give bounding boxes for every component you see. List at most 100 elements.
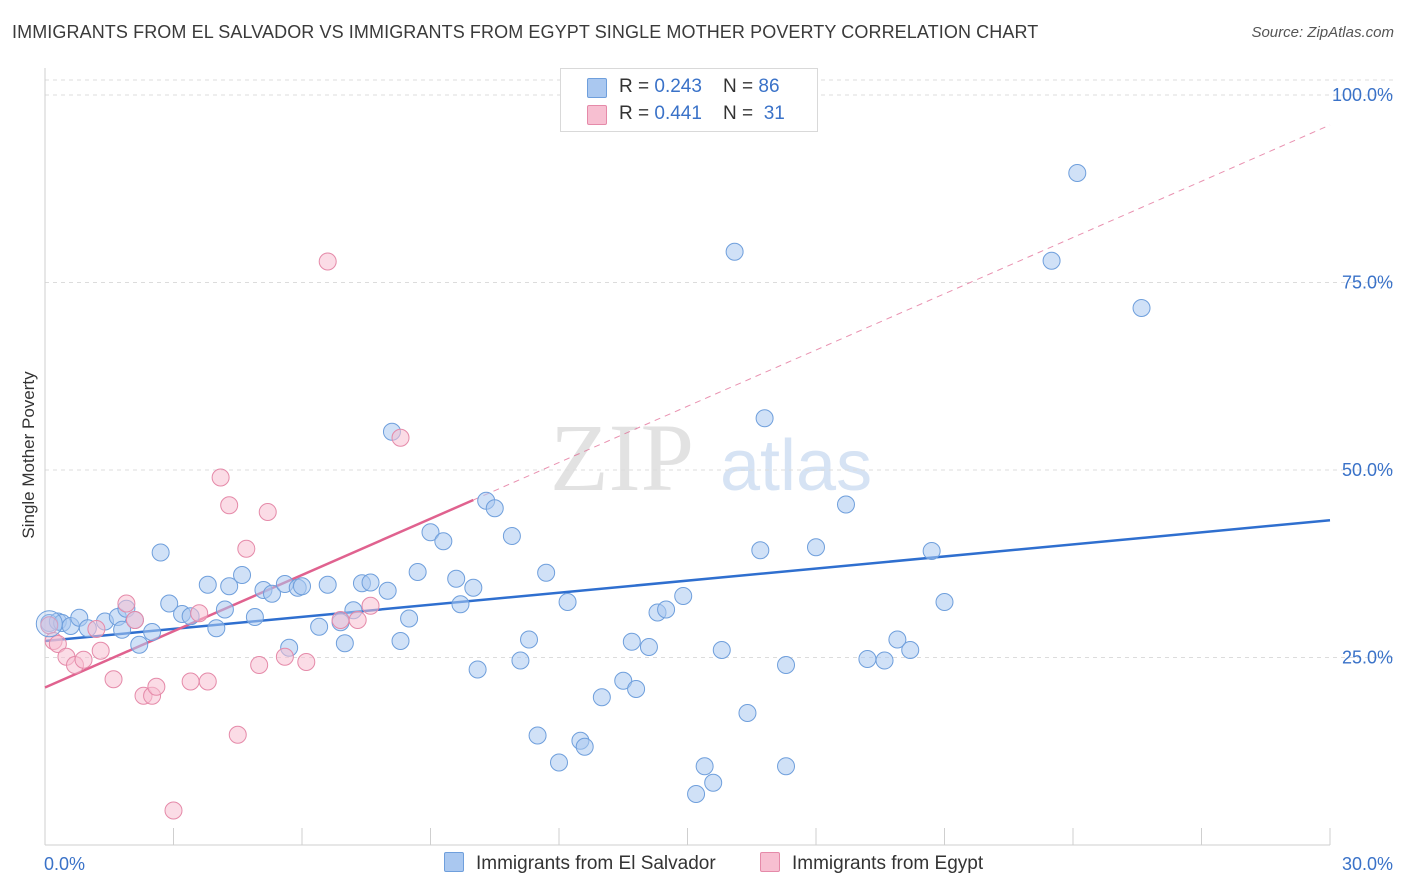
data-point-el-salvador (391, 632, 410, 650)
data-point-egypt (125, 611, 144, 629)
data-point-egypt (258, 503, 277, 521)
data-point-el-salvador (245, 608, 264, 626)
data-point-el-salvador (263, 584, 282, 603)
data-point-el-salvador (361, 573, 380, 592)
data-point-el-salvador (113, 620, 132, 639)
y-axis-label: Single Mother Poverty (19, 371, 38, 539)
legend-swatch-el-salvador (587, 78, 607, 98)
legend-r-value: 0.441 (654, 103, 702, 124)
data-point-el-salvador (1068, 164, 1087, 182)
data-point-el-salvador (335, 634, 354, 653)
data-point-egypt (91, 641, 110, 660)
bottom-legend-swatch-el-salvador (444, 852, 464, 872)
data-point-el-salvador (550, 753, 568, 772)
data-point-egypt (275, 647, 294, 666)
source-label: Source: ZipAtlas.com (1251, 24, 1394, 41)
data-point-el-salvador (614, 671, 633, 690)
legend-swatch-egypt (587, 105, 607, 125)
bottom-legend-el-salvador: Immigrants from El Salvador (444, 852, 716, 876)
data-point-el-salvador (520, 630, 539, 649)
data-point-egypt (74, 650, 93, 669)
legend-r-label: R = (619, 103, 655, 124)
correlation-legend: R = 0.243 N = 86 R = 0.441 N = 31 (560, 68, 818, 132)
data-point-egypt (220, 496, 239, 515)
data-point-egypt (250, 656, 269, 674)
data-point-el-salvador (712, 641, 731, 659)
bottom-legend-label-el-salvador: Immigrants from El Salvador (476, 853, 716, 874)
data-point-el-salvador (310, 617, 329, 636)
data-point-egypt (361, 596, 380, 615)
data-point-el-salvador (130, 635, 149, 654)
bottom-legend-egypt: Immigrants from Egypt (760, 852, 983, 876)
data-point-egypt (318, 252, 337, 271)
data-point-el-salvador (378, 581, 397, 600)
data-point-el-salvador (674, 587, 693, 605)
data-point-el-salvador (528, 726, 547, 745)
data-point-egypt (348, 611, 367, 629)
data-point-el-salvador (198, 575, 217, 594)
data-point-egypt (391, 428, 410, 447)
legend-r-label: R = (619, 76, 655, 97)
data-point-el-salvador (215, 600, 234, 619)
data-point-el-salvador (751, 541, 770, 560)
data-point-el-salvador (233, 566, 252, 584)
data-point-egypt (48, 635, 67, 653)
data-point-el-salvador (160, 594, 179, 613)
data-point-el-salvador (151, 543, 170, 562)
data-point-egypt (147, 677, 166, 696)
data-points (35, 164, 1151, 820)
data-point-el-salvador (558, 593, 577, 611)
y-tick-label: 100.0% (1332, 85, 1393, 105)
data-point-el-salvador (468, 660, 487, 679)
data-point-el-salvador (777, 656, 796, 674)
data-point-egypt (331, 611, 350, 629)
data-point-el-salvador (935, 593, 954, 611)
data-point-el-salvador (687, 785, 706, 803)
data-point-el-salvador (704, 773, 723, 792)
data-point-egypt (104, 670, 123, 689)
data-point-el-salvador (875, 651, 894, 670)
data-point-el-salvador (318, 575, 337, 594)
trend-line-egypt-extension (473, 124, 1331, 501)
data-point-el-salvador (738, 704, 757, 722)
legend-n-label: N = (723, 76, 759, 97)
x-tick-label: 0.0% (44, 854, 85, 874)
legend-n-label: N = (723, 103, 759, 124)
data-point-egypt (198, 672, 217, 691)
legend-n-value: 31 (763, 103, 785, 124)
data-point-el-salvador (400, 609, 419, 628)
data-point-el-salvador (627, 680, 646, 698)
data-point-el-salvador (447, 569, 466, 588)
data-point-egypt (297, 653, 316, 671)
bottom-legend-swatch-egypt (760, 852, 780, 872)
data-point-el-salvador (695, 757, 714, 776)
data-point-el-salvador (901, 641, 920, 659)
data-point-el-salvador (575, 737, 594, 756)
bottom-legend-label-egypt: Immigrants from Egypt (792, 853, 984, 874)
data-point-egypt (164, 801, 183, 820)
data-point-el-salvador (464, 578, 483, 597)
data-point-el-salvador (421, 523, 440, 542)
data-point-el-salvador (592, 688, 611, 707)
data-point-el-salvador (220, 577, 239, 596)
data-point-egypt (228, 725, 247, 744)
data-point-el-salvador (858, 650, 877, 668)
data-point-el-salvador (502, 527, 521, 545)
data-point-el-salvador (1132, 299, 1151, 317)
y-tick-label: 50.0% (1342, 460, 1393, 480)
data-point-el-salvador (622, 632, 641, 651)
data-point-el-salvador (143, 623, 162, 641)
data-point-egypt (117, 594, 136, 613)
chart-title: IMMIGRANTS FROM EL SALVADOR VS IMMIGRANT… (12, 22, 1039, 42)
data-point-el-salvador (1042, 251, 1061, 270)
y-tick-label: 75.0% (1342, 273, 1393, 293)
y-tick-label: 25.0% (1342, 648, 1393, 668)
data-point-el-salvador (293, 577, 311, 596)
tick-labels: 25.0% 50.0% 75.0% 100.0% 0.0% 30.0% (44, 85, 1393, 874)
data-point-el-salvador (537, 563, 556, 582)
data-point-egypt (87, 620, 106, 638)
data-point-egypt (237, 539, 256, 558)
data-point-el-salvador (657, 600, 676, 619)
data-point-el-salvador (451, 595, 470, 614)
